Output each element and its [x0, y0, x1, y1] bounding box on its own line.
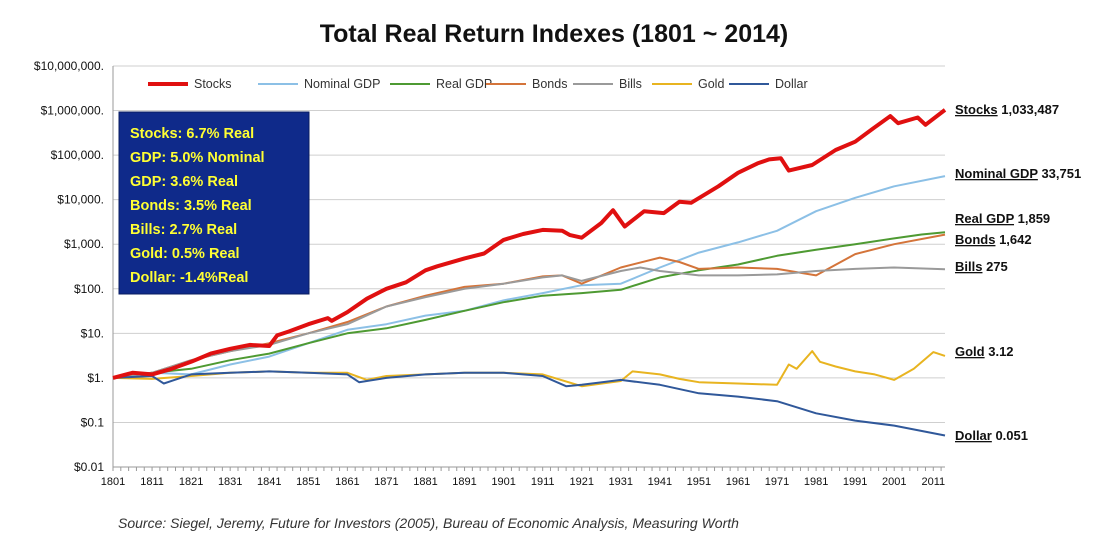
series-line-gold [112, 350, 946, 388]
end-labels: Stocks 1,033,487 Nominal GDP 33,751 Real G… [955, 102, 1081, 443]
end-label-bonds: Bonds 1,642 [955, 232, 1032, 247]
x-tick-label: 1981 [804, 476, 828, 488]
legend-label-gold: Gold [698, 77, 724, 91]
x-tick-label: 1861 [335, 476, 359, 488]
end-label-gold: Gold 3.12 [955, 344, 1014, 359]
end-label-stocks: Stocks 1,033,487 [955, 102, 1059, 117]
end-label-name: Bonds [955, 232, 995, 247]
x-tick-label: 1961 [726, 476, 750, 488]
end-label-bills: Bills 275 [955, 259, 1008, 274]
legend-label-stocks: Stocks [194, 77, 232, 91]
x-tick-label: 1991 [843, 476, 867, 488]
end-label-name: Dollar [955, 428, 992, 443]
legend: Stocks Nominal GDP Real GDP Bonds Bills Gold D… [148, 77, 808, 91]
end-label-nominal-gdp: Nominal GDP 33,751 [955, 166, 1081, 181]
end-label-value: 1,642 [995, 232, 1031, 247]
annotation-line: Bills: 2.7% Real [130, 222, 237, 238]
end-label-value: 3.12 [985, 344, 1014, 359]
x-tick-label: 1971 [765, 476, 789, 488]
series-line-stocks [112, 108, 947, 380]
y-tick-label: $10,000. [57, 193, 104, 207]
x-tick-label: 1881 [413, 476, 437, 488]
legend-label-real-gdp: Real GDP [436, 77, 492, 91]
series-line-real-gdp [112, 231, 946, 379]
y-tick-label: $100. [74, 282, 104, 296]
end-label-value: 275 [982, 259, 1007, 274]
x-tick-label: 1811 [140, 476, 164, 488]
x-tick-label: 2001 [882, 476, 906, 488]
annotation-line: GDP: 5.0% Nominal [130, 150, 265, 166]
y-tick-label: $10,000,000. [34, 59, 104, 73]
y-tick-label: $0.01 [74, 460, 104, 474]
x-tick-label: 1891 [452, 476, 476, 488]
y-tick-label: $1. [87, 371, 104, 385]
y-tick-label: $1,000,000. [41, 104, 104, 118]
x-tick-label: 1801 [101, 476, 125, 488]
annotation-background [118, 111, 310, 295]
source-note: Source: Siegel, Jeremy, Future for Inves… [118, 515, 739, 531]
x-tick-label: 1931 [609, 476, 633, 488]
end-label-value: 33,751 [1038, 166, 1081, 181]
x-tick-label: 1871 [374, 476, 398, 488]
series-lines [112, 108, 947, 437]
legend-label-dollar: Dollar [775, 77, 808, 91]
annotation-line: GDP: 3.6% Real [130, 174, 238, 190]
annotation-line: Gold: 0.5% Real [130, 246, 240, 262]
end-label-name: Bills [955, 259, 982, 274]
x-tick-label: 1831 [218, 476, 242, 488]
end-label-dollar: Dollar 0.051 [955, 428, 1028, 443]
y-tick-label: $100,000. [51, 148, 104, 162]
y-axis-ticks: $10,000,000. $1,000,000. $100,000. $10,000.… [34, 59, 104, 474]
x-tick-label: 2011 [921, 476, 945, 488]
end-label-name: Gold [955, 344, 985, 359]
x-tick-label: 1901 [491, 476, 515, 488]
end-label-name: Real GDP [955, 211, 1015, 226]
end-label-real-gdp: Real GDP 1,859 [955, 211, 1050, 226]
legend-label-bills: Bills [619, 77, 642, 91]
end-label-value: 1,033,487 [998, 102, 1059, 117]
legend-label-bonds: Bonds [532, 77, 567, 91]
x-tick-label: 1941 [648, 476, 672, 488]
legend-label-nominal-gdp: Nominal GDP [304, 77, 380, 91]
series-line-dollar [112, 370, 946, 437]
end-label-name: Nominal GDP [955, 166, 1038, 181]
chart-title: Total Real Return Indexes (1801 ~ 2014) [320, 20, 788, 48]
annotation-box: Stocks: 6.7% Real GDP: 5.0% Nominal GDP: 3… [118, 111, 310, 295]
x-tick-label: 1851 [296, 476, 320, 488]
y-tick-label: $10. [81, 326, 104, 340]
end-label-value: 0.051 [992, 428, 1028, 443]
y-tick-label: $0.1 [81, 415, 105, 429]
y-tick-label: $1,000. [64, 237, 104, 251]
x-tick-label: 1821 [179, 476, 203, 488]
x-tick-label: 1921 [569, 476, 593, 488]
annotation-line: Bonds: 3.5% Real [130, 198, 252, 214]
series-line-nominal-gdp [112, 175, 946, 379]
end-label-name: Stocks [955, 102, 998, 117]
x-tick-label: 1841 [257, 476, 281, 488]
annotation-line: Dollar: -1.4%Real [130, 270, 248, 286]
x-tick-label: 1951 [687, 476, 711, 488]
annotation-line: Stocks: 6.7% Real [130, 126, 254, 142]
x-axis-ticks: 1801 1811 1821 1831 1841 1851 1861 1871 1881 1891… [101, 467, 945, 488]
x-tick-label: 1911 [531, 476, 555, 488]
end-label-value: 1,859 [1014, 211, 1050, 226]
